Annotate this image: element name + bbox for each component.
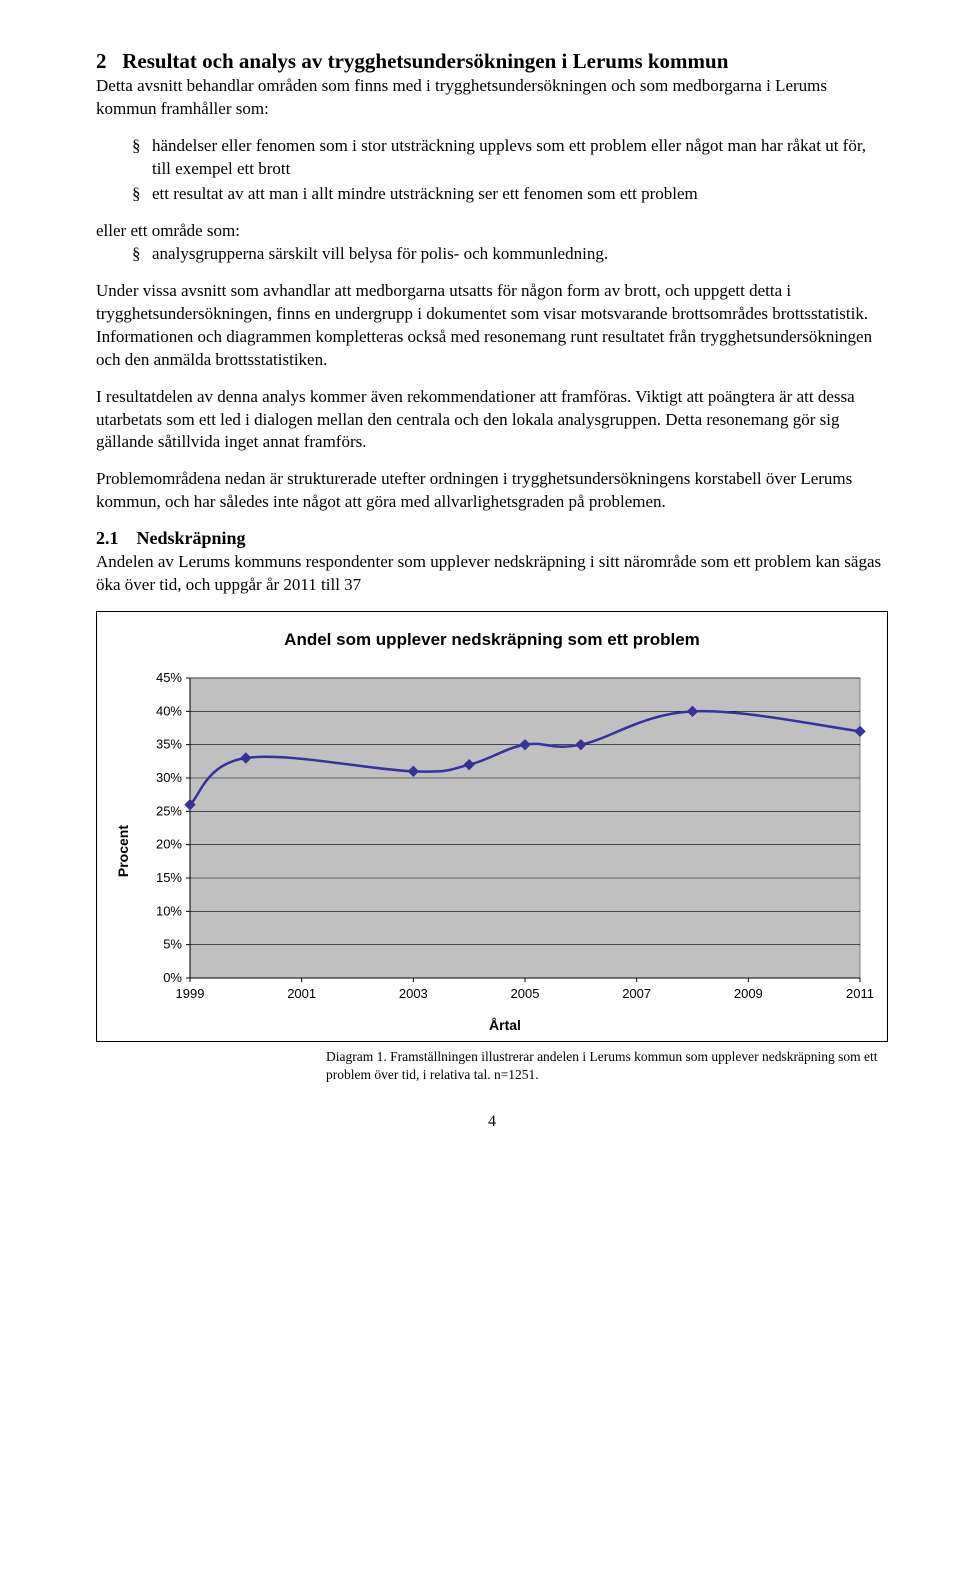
or-label: eller ett område som: <box>96 220 888 243</box>
list-item: händelser eller fenomen som i stor utstr… <box>132 135 888 181</box>
svg-text:0%: 0% <box>163 970 182 985</box>
chart-title: Andel som upplever nedskräpning som ett … <box>115 630 869 650</box>
section-heading: 2 Resultat och analys av trygghetsunders… <box>96 48 888 75</box>
svg-text:15%: 15% <box>156 870 182 885</box>
svg-text:35%: 35% <box>156 737 182 752</box>
subsection-heading: 2.1 Nedskräpning <box>96 528 888 549</box>
svg-text:30%: 30% <box>156 770 182 785</box>
chart-ylabel: Procent <box>115 825 131 877</box>
svg-text:10%: 10% <box>156 904 182 919</box>
svg-text:25%: 25% <box>156 804 182 819</box>
chart-container: Andel som upplever nedskräpning som ett … <box>96 611 888 1042</box>
svg-text:40%: 40% <box>156 704 182 719</box>
line-chart: 0% 5% 10% 15% 20% 25% 30% 35% 40% 45% 1999 2001 2003… <box>135 668 875 1008</box>
svg-text:2001: 2001 <box>287 986 316 1001</box>
svg-text:2011: 2011 <box>846 986 874 1001</box>
section-title: Resultat och analys av trygghetsundersök… <box>122 49 728 73</box>
svg-text:45%: 45% <box>156 670 182 685</box>
svg-text:2003: 2003 <box>399 986 428 1001</box>
body-paragraph: Under vissa avsnitt som avhandlar att me… <box>96 280 888 372</box>
body-paragraph: Problemområdena nedan är strukturerade u… <box>96 468 888 514</box>
section-number: 2 <box>96 49 107 73</box>
svg-text:2005: 2005 <box>511 986 540 1001</box>
list-item: analysgrupperna särskilt vill belysa för… <box>132 243 888 266</box>
svg-text:20%: 20% <box>156 837 182 852</box>
svg-text:2007: 2007 <box>622 986 651 1001</box>
chart-caption: Diagram 1. Framställningen illustrerar a… <box>96 1048 888 1083</box>
svg-text:1999: 1999 <box>176 986 205 1001</box>
body-paragraph: I resultatdelen av denna analys kommer ä… <box>96 386 888 455</box>
bullet-list-a: händelser eller fenomen som i stor utstr… <box>96 135 888 206</box>
subsection-number: 2.1 <box>96 528 119 549</box>
page-number: 4 <box>96 1113 888 1131</box>
svg-text:5%: 5% <box>163 937 182 952</box>
list-item: ett resultat av att man i allt mindre ut… <box>132 183 888 206</box>
svg-text:2009: 2009 <box>734 986 763 1001</box>
intro-paragraph: Detta avsnitt behandlar områden som finn… <box>96 75 888 121</box>
bullet-list-b: analysgrupperna särskilt vill belysa för… <box>96 243 888 266</box>
chart-xlabel: Årtal <box>135 1017 875 1033</box>
subsection-paragraph: Andelen av Lerums kommuns respondenter s… <box>96 551 888 597</box>
subsection-title: Nedskräpning <box>137 528 246 549</box>
